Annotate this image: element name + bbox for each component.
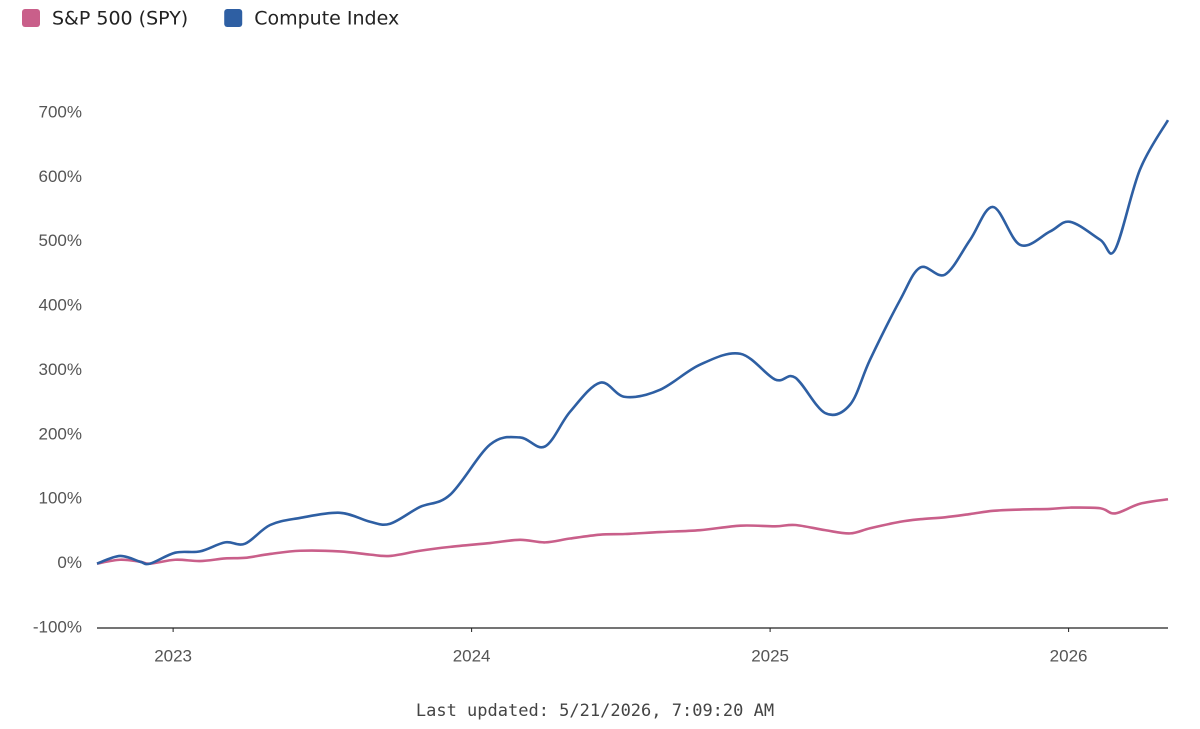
series-line [96, 497, 1169, 565]
x-tick-label: 2025 [751, 646, 789, 665]
y-tick-label: 0% [57, 553, 82, 572]
y-tick-label: 400% [39, 296, 82, 315]
y-tick-label: -100% [33, 617, 82, 636]
y-tick-label: 600% [39, 167, 82, 186]
legend-label: Compute Index [254, 8, 399, 30]
legend-swatch [22, 9, 40, 27]
y-tick-label: 200% [39, 424, 82, 443]
y-tick-label: 100% [39, 489, 82, 508]
y-tick-label: 500% [39, 231, 82, 250]
x-tick-label: 2023 [154, 646, 192, 665]
y-tick-label: 300% [39, 360, 82, 379]
x-tick-label: 2024 [453, 646, 491, 665]
footer: Last updated: 5/21/2026, 7:09:20 AM [416, 701, 774, 721]
legend-swatch [224, 9, 243, 27]
y-tick-label: 700% [39, 102, 82, 121]
series-line [96, 119, 1170, 566]
x-tick-label: 2026 [1050, 646, 1088, 665]
legend-label: S&P 500 (SPY) [52, 8, 188, 30]
